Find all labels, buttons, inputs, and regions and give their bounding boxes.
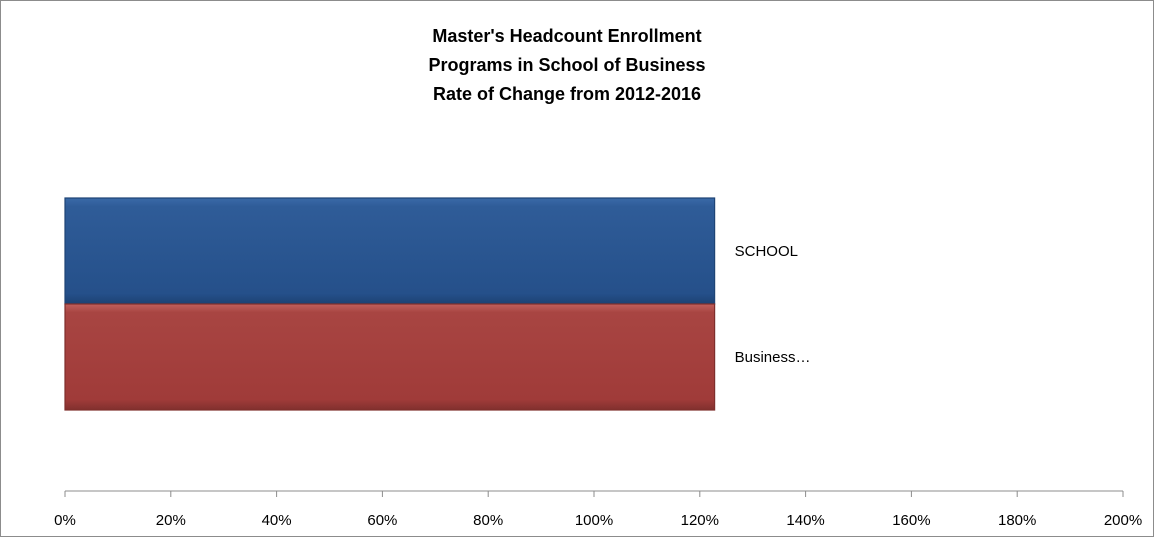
category-label-1: SCHOOL [735, 243, 798, 260]
category-label-2: Business… [735, 349, 811, 366]
x-tick-label-7: 140% [786, 512, 824, 529]
chart-title: Master's Headcount Enrollment Programs i… [1, 22, 1133, 109]
chart-title-line-1: Master's Headcount Enrollment [432, 26, 702, 46]
chart-title-line-3: Rate of Change from 2012-2016 [432, 84, 702, 104]
x-tick-label-9: 180% [998, 512, 1036, 529]
x-tick-label-10: 200% [1104, 512, 1142, 529]
x-tick-label-3: 60% [367, 512, 397, 529]
bar-1 [64, 197, 716, 305]
chart-title-line-2: Programs in School of Business [428, 55, 706, 75]
bar-2 [64, 303, 716, 411]
x-tick-label-4: 80% [473, 512, 503, 529]
x-tick-label-8: 160% [892, 512, 930, 529]
x-tick-label-1: 20% [156, 512, 186, 529]
x-tick-label-2: 40% [262, 512, 292, 529]
x-tick-label-6: 120% [681, 512, 719, 529]
x-tick-label-5: 100% [575, 512, 613, 529]
x-tick-label-0: 0% [54, 512, 76, 529]
